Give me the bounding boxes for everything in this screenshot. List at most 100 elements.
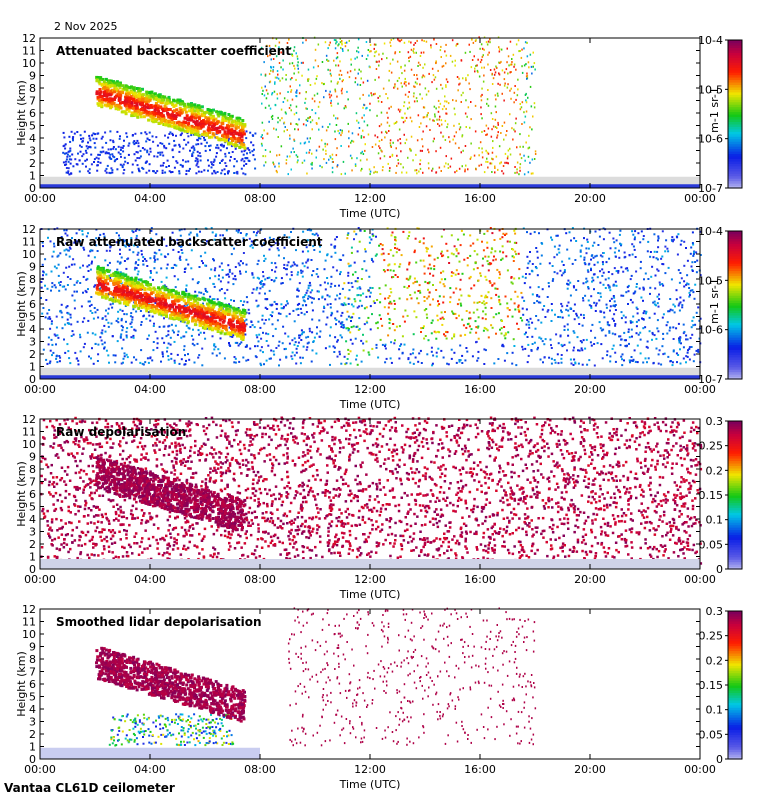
y-tick-label: 11 <box>22 616 36 629</box>
y-tick-label: 2 <box>29 348 36 361</box>
x-tick-label: 00:00 <box>24 763 56 776</box>
colorbar-tick-label: 10-4 <box>698 225 723 238</box>
y-tick-label: 6 <box>29 488 36 501</box>
x-tick-label: 08:00 <box>244 192 276 205</box>
x-tick-label: 12:00 <box>354 573 386 586</box>
x-tick-label: 12:00 <box>354 192 386 205</box>
x-tick-label: 12:00 <box>354 383 386 396</box>
colorbar-tick-label: 0.2 <box>706 654 724 667</box>
colorbar: 10-7 10-6 10-5 10-4 m-1 sr-1 <box>698 225 743 386</box>
colorbar-tick-label: 10-4 <box>698 34 723 47</box>
y-tick-label: 10 <box>22 628 36 641</box>
colorbar-tick-label: 0.3 <box>706 605 724 618</box>
y-tick-label: 10 <box>22 438 36 451</box>
y-tick-label: 1 <box>29 170 36 183</box>
x-tick-label: 00:00 <box>684 573 716 586</box>
y-tick-label: 6 <box>29 298 36 311</box>
colorbar-tick-label: 10-6 <box>698 324 723 337</box>
x-tick-label: 00:00 <box>684 763 716 776</box>
x-tick-label: 16:00 <box>464 573 496 586</box>
heatmap-cells <box>95 607 537 747</box>
y-tick-label: 8 <box>29 463 36 476</box>
colorbar: 0 0.05 0.1 0.15 0.2 0.25 0.3 <box>699 605 743 766</box>
y-tick-label: 3 <box>29 716 36 729</box>
x-tick-label: 00:00 <box>24 192 56 205</box>
y-tick-label: 1 <box>29 361 36 374</box>
panel-title: Raw depolarisation <box>56 425 186 439</box>
x-tick-label: 20:00 <box>574 763 606 776</box>
x-tick-label: 20:00 <box>574 192 606 205</box>
x-tick-label: 20:00 <box>574 573 606 586</box>
x-tick-label: 04:00 <box>134 192 166 205</box>
colorbar-tick-label: 0 <box>716 753 723 766</box>
x-axis-label: Time (UTC) <box>339 588 401 601</box>
colorbar-label: m-1 sr-1 <box>708 278 721 324</box>
x-tick-label: 16:00 <box>464 192 496 205</box>
x-tick-label: 08:00 <box>244 573 276 586</box>
colorbar-tick-label: 0.2 <box>706 464 724 477</box>
colorbar-tick-label: 0.1 <box>706 514 724 527</box>
y-tick-label: 4 <box>29 323 36 336</box>
colorbar-tick-label: 10-6 <box>698 133 723 146</box>
y-tick-label: 7 <box>29 286 36 299</box>
y-tick-label: 4 <box>29 132 36 145</box>
y-tick-label: 0 <box>29 753 36 766</box>
heatmap-cells <box>40 416 703 569</box>
x-axis-label: Time (UTC) <box>339 778 401 791</box>
colorbar-tick-label: 10-7 <box>698 182 723 195</box>
y-tick-label: 11 <box>22 236 36 249</box>
y-tick-label: 12 <box>22 603 36 616</box>
y-tick-label: 11 <box>22 45 36 58</box>
x-tick-label: 04:00 <box>134 573 166 586</box>
x-tick-label: 16:00 <box>464 383 496 396</box>
x-tick-label: 20:00 <box>574 383 606 396</box>
x-tick-label: 04:00 <box>134 763 166 776</box>
y-tick-label: 9 <box>29 70 36 83</box>
y-tick-label: 0 <box>29 373 36 386</box>
y-tick-label: 7 <box>29 666 36 679</box>
y-tick-label: 8 <box>29 273 36 286</box>
colorbar-frame <box>727 39 743 189</box>
y-tick-label: 6 <box>29 678 36 691</box>
colorbar-tick-label: 0.05 <box>699 538 724 551</box>
colorbar-tick-label: 0.05 <box>699 728 724 741</box>
colorbar: 0 0.05 0.1 0.15 0.2 0.25 0.3 <box>699 415 743 576</box>
y-axis-label: Height (km) <box>15 271 28 337</box>
colorbar-tick-label: 10-5 <box>698 274 723 287</box>
y-tick-label: 3 <box>29 145 36 158</box>
x-tick-label: 00:00 <box>684 192 716 205</box>
y-tick-label: 9 <box>29 451 36 464</box>
y-tick-label: 9 <box>29 261 36 274</box>
y-tick-label: 3 <box>29 336 36 349</box>
chart-panel-1: Attenuated backscatter coefficient012345… <box>15 32 743 220</box>
y-tick-label: 5 <box>29 691 36 704</box>
colorbar-tick-label: 0 <box>716 563 723 576</box>
chart-panel-4: Smoothed lidar depolarisation01234567891… <box>15 603 743 791</box>
x-axis-label: Time (UTC) <box>339 398 401 411</box>
instrument-label: Vantaa CL61D ceilometer <box>4 781 175 795</box>
y-tick-label: 1 <box>29 551 36 564</box>
y-tick-label: 12 <box>22 32 36 45</box>
colorbar-frame <box>727 230 743 380</box>
x-tick-label: 00:00 <box>24 383 56 396</box>
y-tick-label: 9 <box>29 641 36 654</box>
x-tick-label: 12:00 <box>354 763 386 776</box>
y-axis-label: Height (km) <box>15 80 28 146</box>
y-tick-label: 12 <box>22 223 36 236</box>
colorbar-tick-label: 0.1 <box>706 704 724 717</box>
colorbar-tick-label: 0.25 <box>699 630 724 643</box>
y-tick-label: 0 <box>29 182 36 195</box>
panel-title: Attenuated backscatter coefficient <box>56 44 291 58</box>
y-tick-label: 2 <box>29 157 36 170</box>
date-label: 2 Nov 2025 <box>54 20 118 33</box>
colorbar-tick-label: 0.3 <box>706 415 724 428</box>
y-axis-label: Height (km) <box>15 651 28 717</box>
chart-panel-2: Raw attenuated backscatter coefficient01… <box>15 223 743 411</box>
y-tick-label: 10 <box>22 57 36 70</box>
panel-title: Raw attenuated backscatter coefficient <box>56 235 323 249</box>
x-tick-label: 00:00 <box>684 383 716 396</box>
colorbar-tick-label: 0.15 <box>699 679 724 692</box>
y-tick-label: 2 <box>29 728 36 741</box>
y-tick-label: 4 <box>29 703 36 716</box>
